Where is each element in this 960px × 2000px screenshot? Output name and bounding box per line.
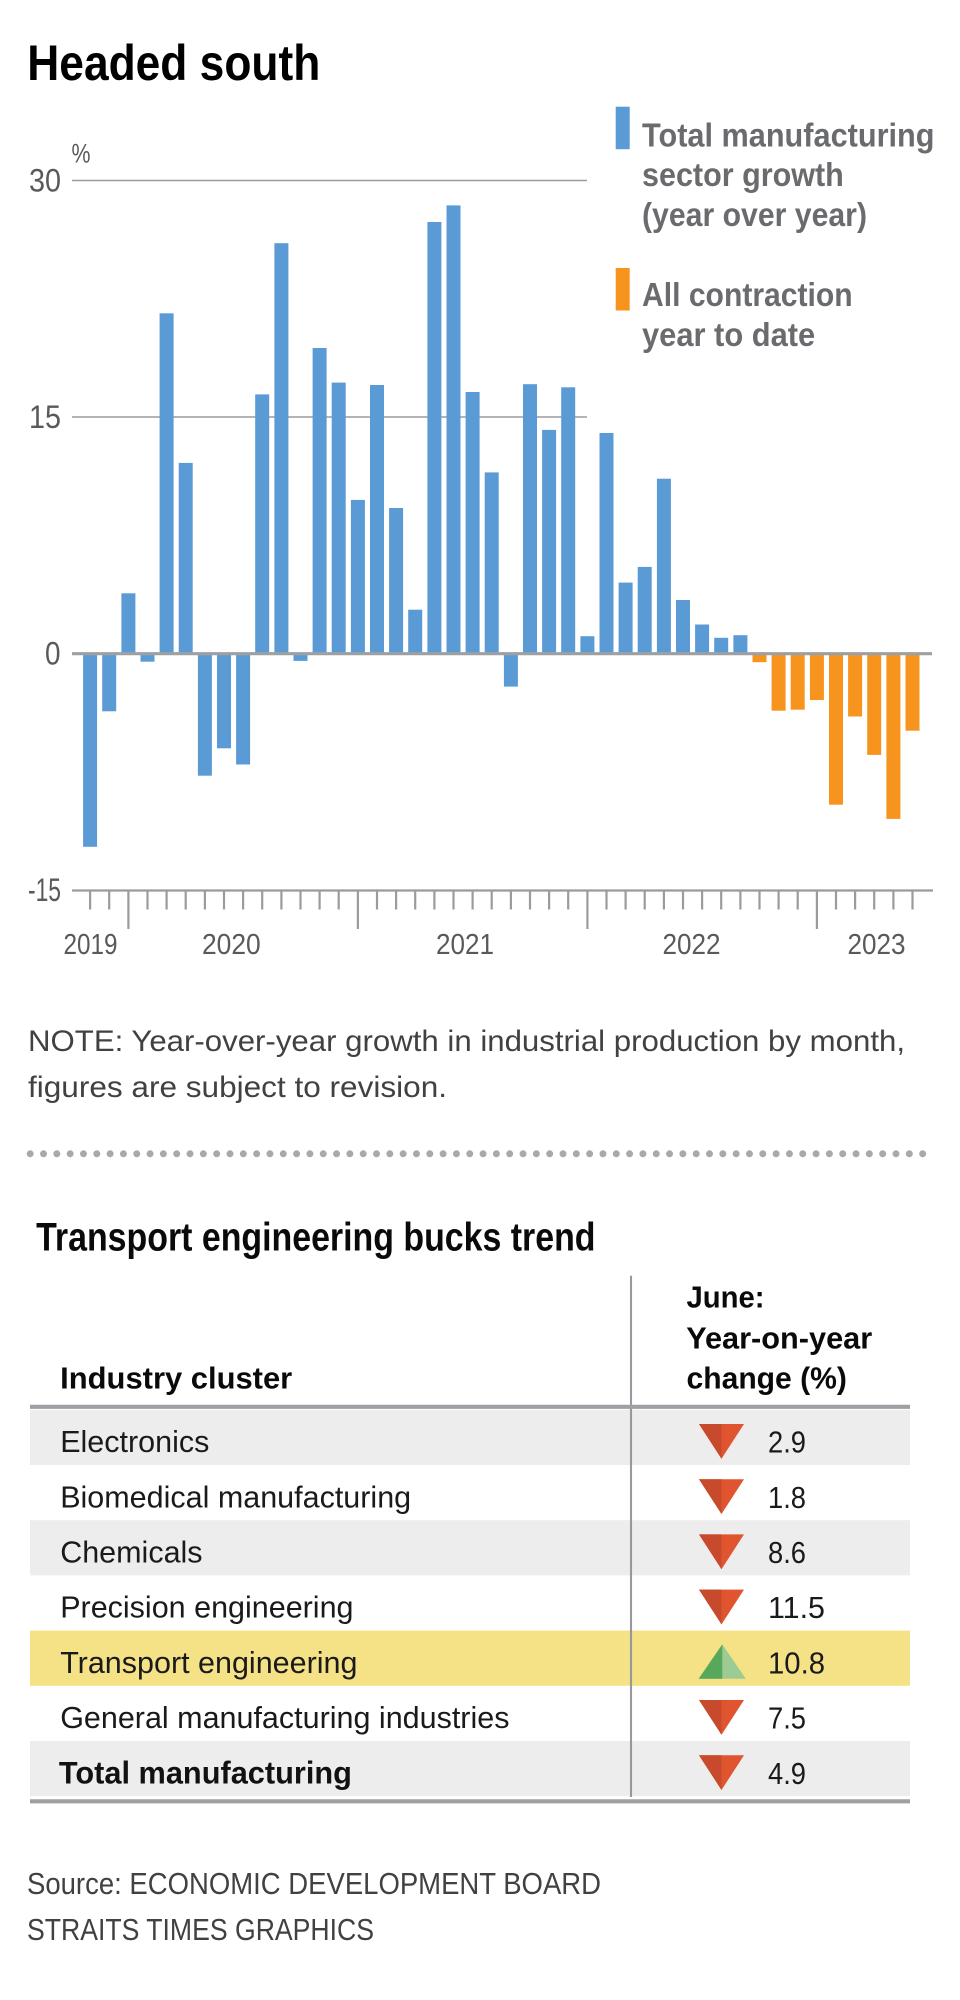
svg-text:1.8: 1.8 [768,1480,806,1515]
svg-text:Total manufacturing: Total manufacturing [59,1754,352,1790]
svg-text:June:: June: [687,1279,765,1314]
svg-text:-15: -15 [28,872,61,908]
svg-text:11.5: 11.5 [768,1590,825,1625]
svg-text:Transport engineering: Transport engineering [60,1646,357,1680]
svg-text:Electronics: Electronics [60,1425,209,1459]
svg-text:Year-on-year: Year-on-year [686,1321,872,1356]
svg-text:Total manufacturing: Total manufacturing [642,117,935,154]
svg-text:Biomedical manufacturing: Biomedical manufacturing [60,1480,411,1514]
svg-text:Precision engineering: Precision engineering [60,1591,353,1625]
svg-text:change (%): change (%) [687,1361,847,1396]
svg-text:2021: 2021 [436,929,494,961]
svg-text:7.5: 7.5 [768,1701,806,1736]
svg-text:2019: 2019 [64,929,118,961]
svg-text:30: 30 [29,163,61,199]
svg-text:0: 0 [45,636,61,672]
svg-text:4.9: 4.9 [768,1756,806,1791]
svg-text:15: 15 [29,399,61,435]
svg-text:Chemicals: Chemicals [60,1536,202,1570]
svg-text:%: % [72,139,91,169]
svg-text:year to date: year to date [642,316,815,353]
svg-text:General manufacturing industri: General manufacturing industries [60,1701,509,1735]
svg-text:10.8: 10.8 [768,1645,825,1680]
svg-text:Transport engineering bucks tr: Transport engineering bucks trend [36,1216,595,1260]
svg-text:2020: 2020 [202,929,261,961]
svg-text:Source: ECONOMIC DEVELOPMENT B: Source: ECONOMIC DEVELOPMENT BOARD [27,1867,601,1901]
svg-text:2022: 2022 [663,929,721,961]
svg-text:sector growth: sector growth [642,156,844,193]
svg-text:2023: 2023 [848,929,906,961]
svg-text:figures are subject to revisio: figures are subject to revision. [28,1071,447,1104]
svg-text:All contraction: All contraction [642,276,853,313]
svg-text:Headed south: Headed south [27,35,320,91]
svg-text:(year over year): (year over year) [642,196,867,233]
svg-text:2.9: 2.9 [768,1425,806,1460]
svg-text:NOTE: Year-over-year growth in: NOTE: Year-over-year growth in industria… [28,1025,905,1058]
svg-text:STRAITS TIMES GRAPHICS: STRAITS TIMES GRAPHICS [27,1913,374,1947]
svg-text:8.6: 8.6 [768,1535,806,1570]
svg-text:Industry cluster: Industry cluster [60,1362,292,1396]
